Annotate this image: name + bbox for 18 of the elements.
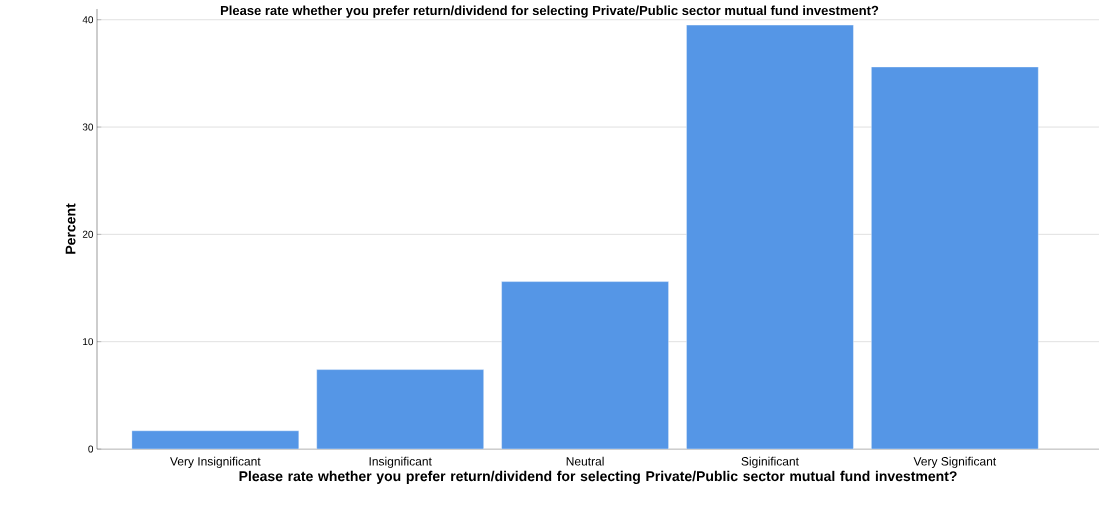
x-tick-label: Insignificant [369,456,432,468]
y-tick-label: 30 [82,123,94,131]
chart-title: Please rate whether you prefer return/dividend for selecting Private/Public sector mutual fund investment? [220,5,879,18]
x-tick-label: Very Insignificant [170,456,261,468]
x-tick-label: Siginificant [741,456,799,468]
y-axis-title: Percent [65,203,76,254]
bar [686,24,854,449]
y-tick-label: 10 [83,338,94,346]
x-tick-label: Very Significant [913,456,997,468]
y-tick-label: 40 [82,16,94,24]
bar [501,281,669,449]
x-axis-title: Please rate whether you prefer return/dividend for selecting Private/Public sector mutual fund investment? [239,470,957,484]
bar [316,369,484,449]
x-tick-label: Neutral [566,456,604,466]
bar [871,66,1039,449]
y-tick-label: 20 [82,230,94,238]
bar [131,430,300,449]
y-tick-label: 0 [88,445,94,453]
